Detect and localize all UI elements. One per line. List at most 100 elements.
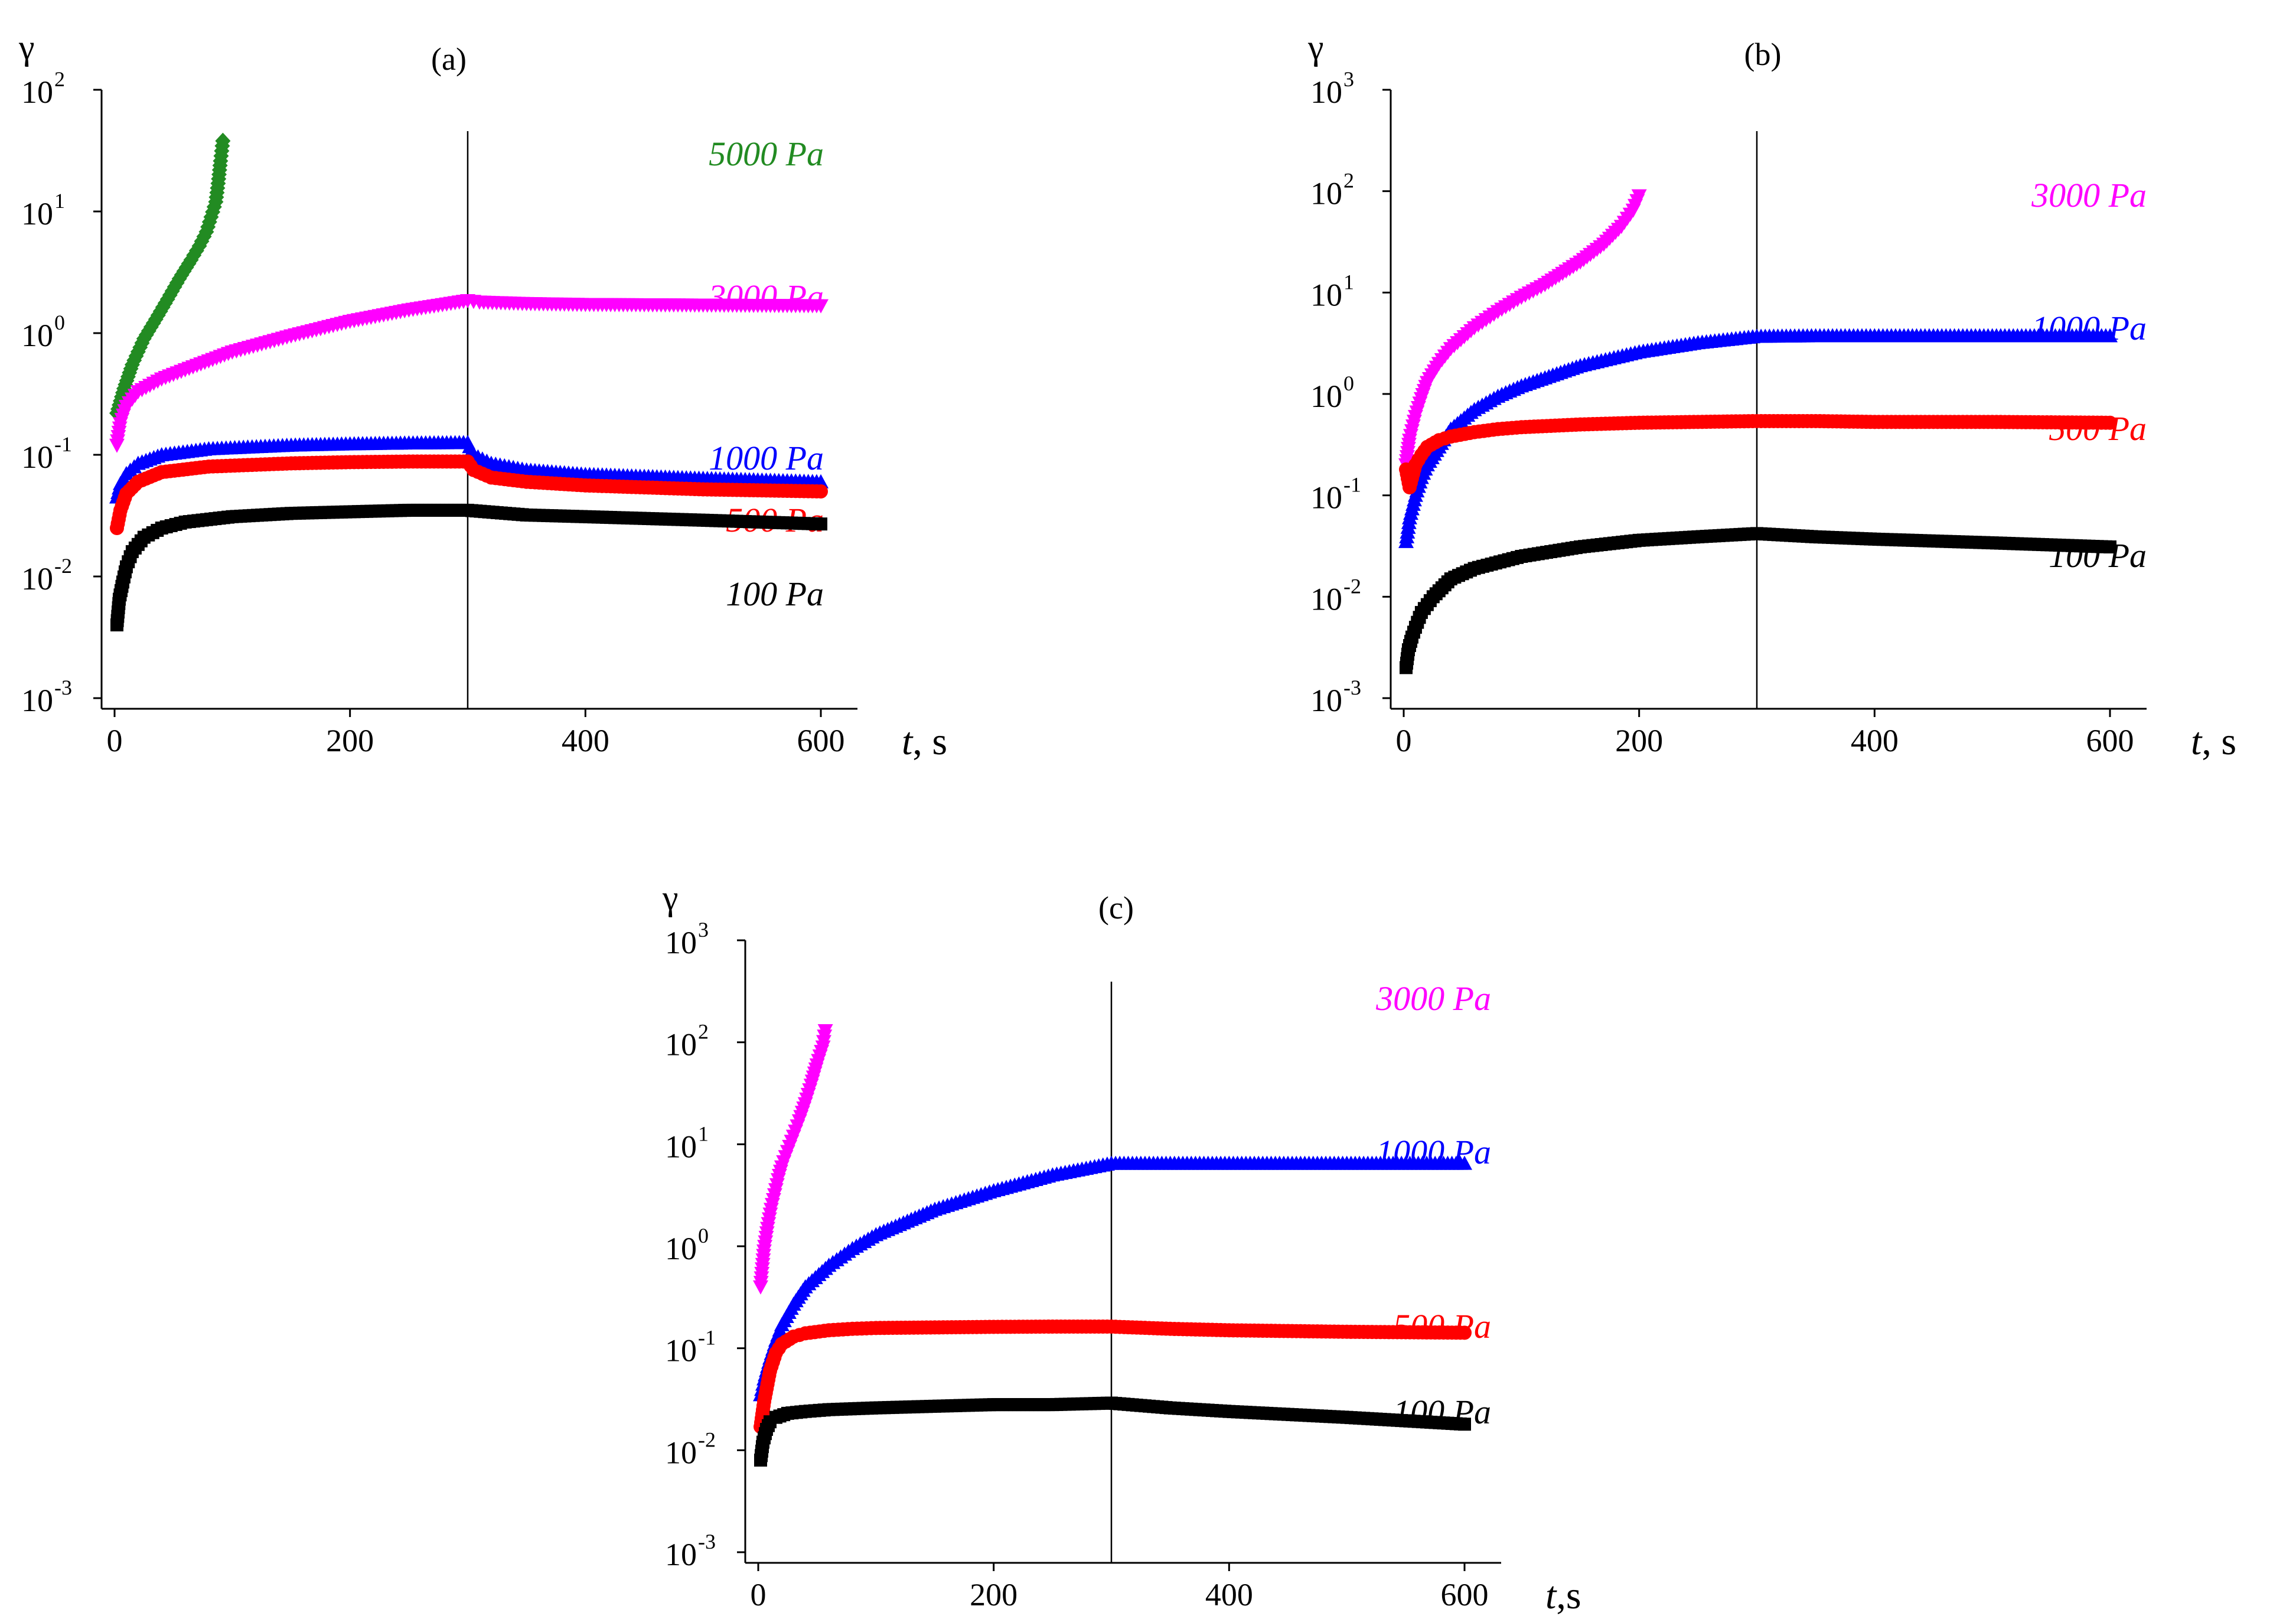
data-point xyxy=(1631,189,1647,204)
y-tick-label: 10 xyxy=(21,74,53,110)
series-1000-Pa xyxy=(109,435,829,504)
y-tick-exponent: 3 xyxy=(1343,67,1354,91)
y-tick-label: 10 xyxy=(665,1333,697,1369)
y-tick-label: 10 xyxy=(1310,74,1342,110)
series-label: 3000 Pa xyxy=(1375,979,1491,1018)
x-tick-label: 200 xyxy=(326,723,374,758)
y-tick-label: 10 xyxy=(665,1537,697,1572)
series-label: 1000 Pa xyxy=(1376,1133,1491,1171)
series-100-Pa xyxy=(1399,527,2116,675)
data-point xyxy=(814,484,828,499)
y-tick-exponent: -2 xyxy=(1343,574,1361,598)
y-tick-exponent: 1 xyxy=(54,189,65,213)
y-axis-label: γ xyxy=(18,28,35,67)
y-tick-label: 10 xyxy=(665,1129,697,1164)
data-point xyxy=(2103,540,2116,553)
panel-label: (a) xyxy=(431,41,467,77)
y-tick-label: 10 xyxy=(21,439,53,475)
y-tick-label: 10 xyxy=(1310,277,1342,312)
series-label: 1000 Pa xyxy=(2031,309,2147,347)
x-tick-label: 400 xyxy=(562,723,609,758)
y-tick-label: 10 xyxy=(665,1027,697,1063)
data-point xyxy=(2103,415,2117,430)
y-tick-label: 10 xyxy=(1310,379,1342,414)
y-tick-exponent: -1 xyxy=(54,432,72,456)
data-point xyxy=(1457,1325,1472,1340)
x-tick-label: 200 xyxy=(970,1577,1017,1612)
series-label: 100 Pa xyxy=(726,575,824,613)
y-axis-label: γ xyxy=(662,878,679,917)
series-500-Pa xyxy=(1398,413,2117,495)
y-tick-exponent: -3 xyxy=(698,1530,716,1553)
y-tick-label: 10 xyxy=(665,1231,697,1266)
y-tick-label: 10 xyxy=(21,318,53,353)
chart-panel-2: 10 -310 -210 -110 010 110 210 30 200 400 600γt,s(c… xyxy=(662,878,1581,1616)
series-3000-Pa xyxy=(109,294,829,453)
y-tick-exponent: 3 xyxy=(698,918,709,941)
x-axis-label: t, s xyxy=(902,720,947,763)
x-axis-label: t, s xyxy=(2191,720,2236,763)
series-500-Pa xyxy=(109,454,828,536)
series-label: 3000 Pa xyxy=(2031,176,2147,214)
y-tick-exponent: -2 xyxy=(698,1428,716,1451)
x-tick-label: 600 xyxy=(1441,1577,1489,1612)
data-point xyxy=(2102,328,2118,343)
data-point xyxy=(1458,1418,1471,1431)
y-tick-exponent: -2 xyxy=(54,554,72,578)
series-label: 100 Pa xyxy=(1393,1393,1491,1431)
y-tick-exponent: 0 xyxy=(698,1224,709,1247)
y-tick-exponent: 0 xyxy=(1343,372,1354,395)
x-tick-label: 600 xyxy=(2086,723,2134,758)
y-tick-label: 10 xyxy=(21,196,53,232)
series-100-Pa xyxy=(754,1396,1471,1467)
x-axis-label: t,s xyxy=(1545,1574,1581,1616)
series-1000-Pa xyxy=(752,1155,1472,1402)
x-tick-label: 400 xyxy=(1851,723,1899,758)
y-tick-exponent: -1 xyxy=(1343,473,1361,497)
x-tick-label: 0 xyxy=(1396,723,1412,758)
series-label: 3000 Pa xyxy=(708,278,824,316)
y-tick-label: 10 xyxy=(665,1435,697,1470)
y-tick-exponent: -1 xyxy=(698,1326,716,1350)
data-point xyxy=(215,132,231,149)
y-tick-label: 10 xyxy=(21,683,53,718)
data-point xyxy=(1457,1155,1472,1170)
series-label: 1000 Pa xyxy=(709,439,824,477)
y-tick-exponent: 1 xyxy=(698,1122,709,1145)
series-3000-Pa xyxy=(1398,189,1647,473)
y-tick-exponent: -3 xyxy=(1343,676,1361,699)
data-point xyxy=(817,1024,833,1038)
series-3000-Pa xyxy=(752,1024,833,1295)
y-tick-exponent: 2 xyxy=(698,1020,709,1044)
y-tick-label: 10 xyxy=(1310,683,1342,718)
x-tick-label: 600 xyxy=(797,723,845,758)
data-point xyxy=(814,517,827,531)
y-tick-exponent: 1 xyxy=(1343,270,1354,294)
series-label: 500 Pa xyxy=(1393,1307,1491,1345)
y-tick-label: 10 xyxy=(21,561,53,597)
y-tick-label: 10 xyxy=(1310,176,1342,211)
series-1000-Pa xyxy=(1398,328,2118,548)
y-tick-exponent: 0 xyxy=(54,311,65,334)
x-tick-label: 0 xyxy=(107,723,123,758)
series-label: 100 Pa xyxy=(2049,536,2147,575)
series-500-Pa xyxy=(753,1319,1472,1434)
series-label: 5000 Pa xyxy=(709,135,824,173)
y-tick-exponent: 2 xyxy=(54,67,65,91)
series-label: 500 Pa xyxy=(2049,409,2147,448)
x-tick-label: 400 xyxy=(1205,1577,1253,1612)
y-axis-label: γ xyxy=(1307,28,1324,67)
panel-label: (c) xyxy=(1098,890,1134,926)
series-100-Pa xyxy=(110,503,827,631)
y-tick-label: 10 xyxy=(1310,581,1342,617)
x-tick-label: 0 xyxy=(751,1577,767,1612)
panel-label: (b) xyxy=(1744,37,1782,72)
y-tick-exponent: 2 xyxy=(1343,169,1354,193)
x-tick-label: 200 xyxy=(1615,723,1663,758)
y-tick-label: 10 xyxy=(665,925,697,960)
data-point xyxy=(813,299,829,314)
y-tick-exponent: -3 xyxy=(54,676,72,699)
